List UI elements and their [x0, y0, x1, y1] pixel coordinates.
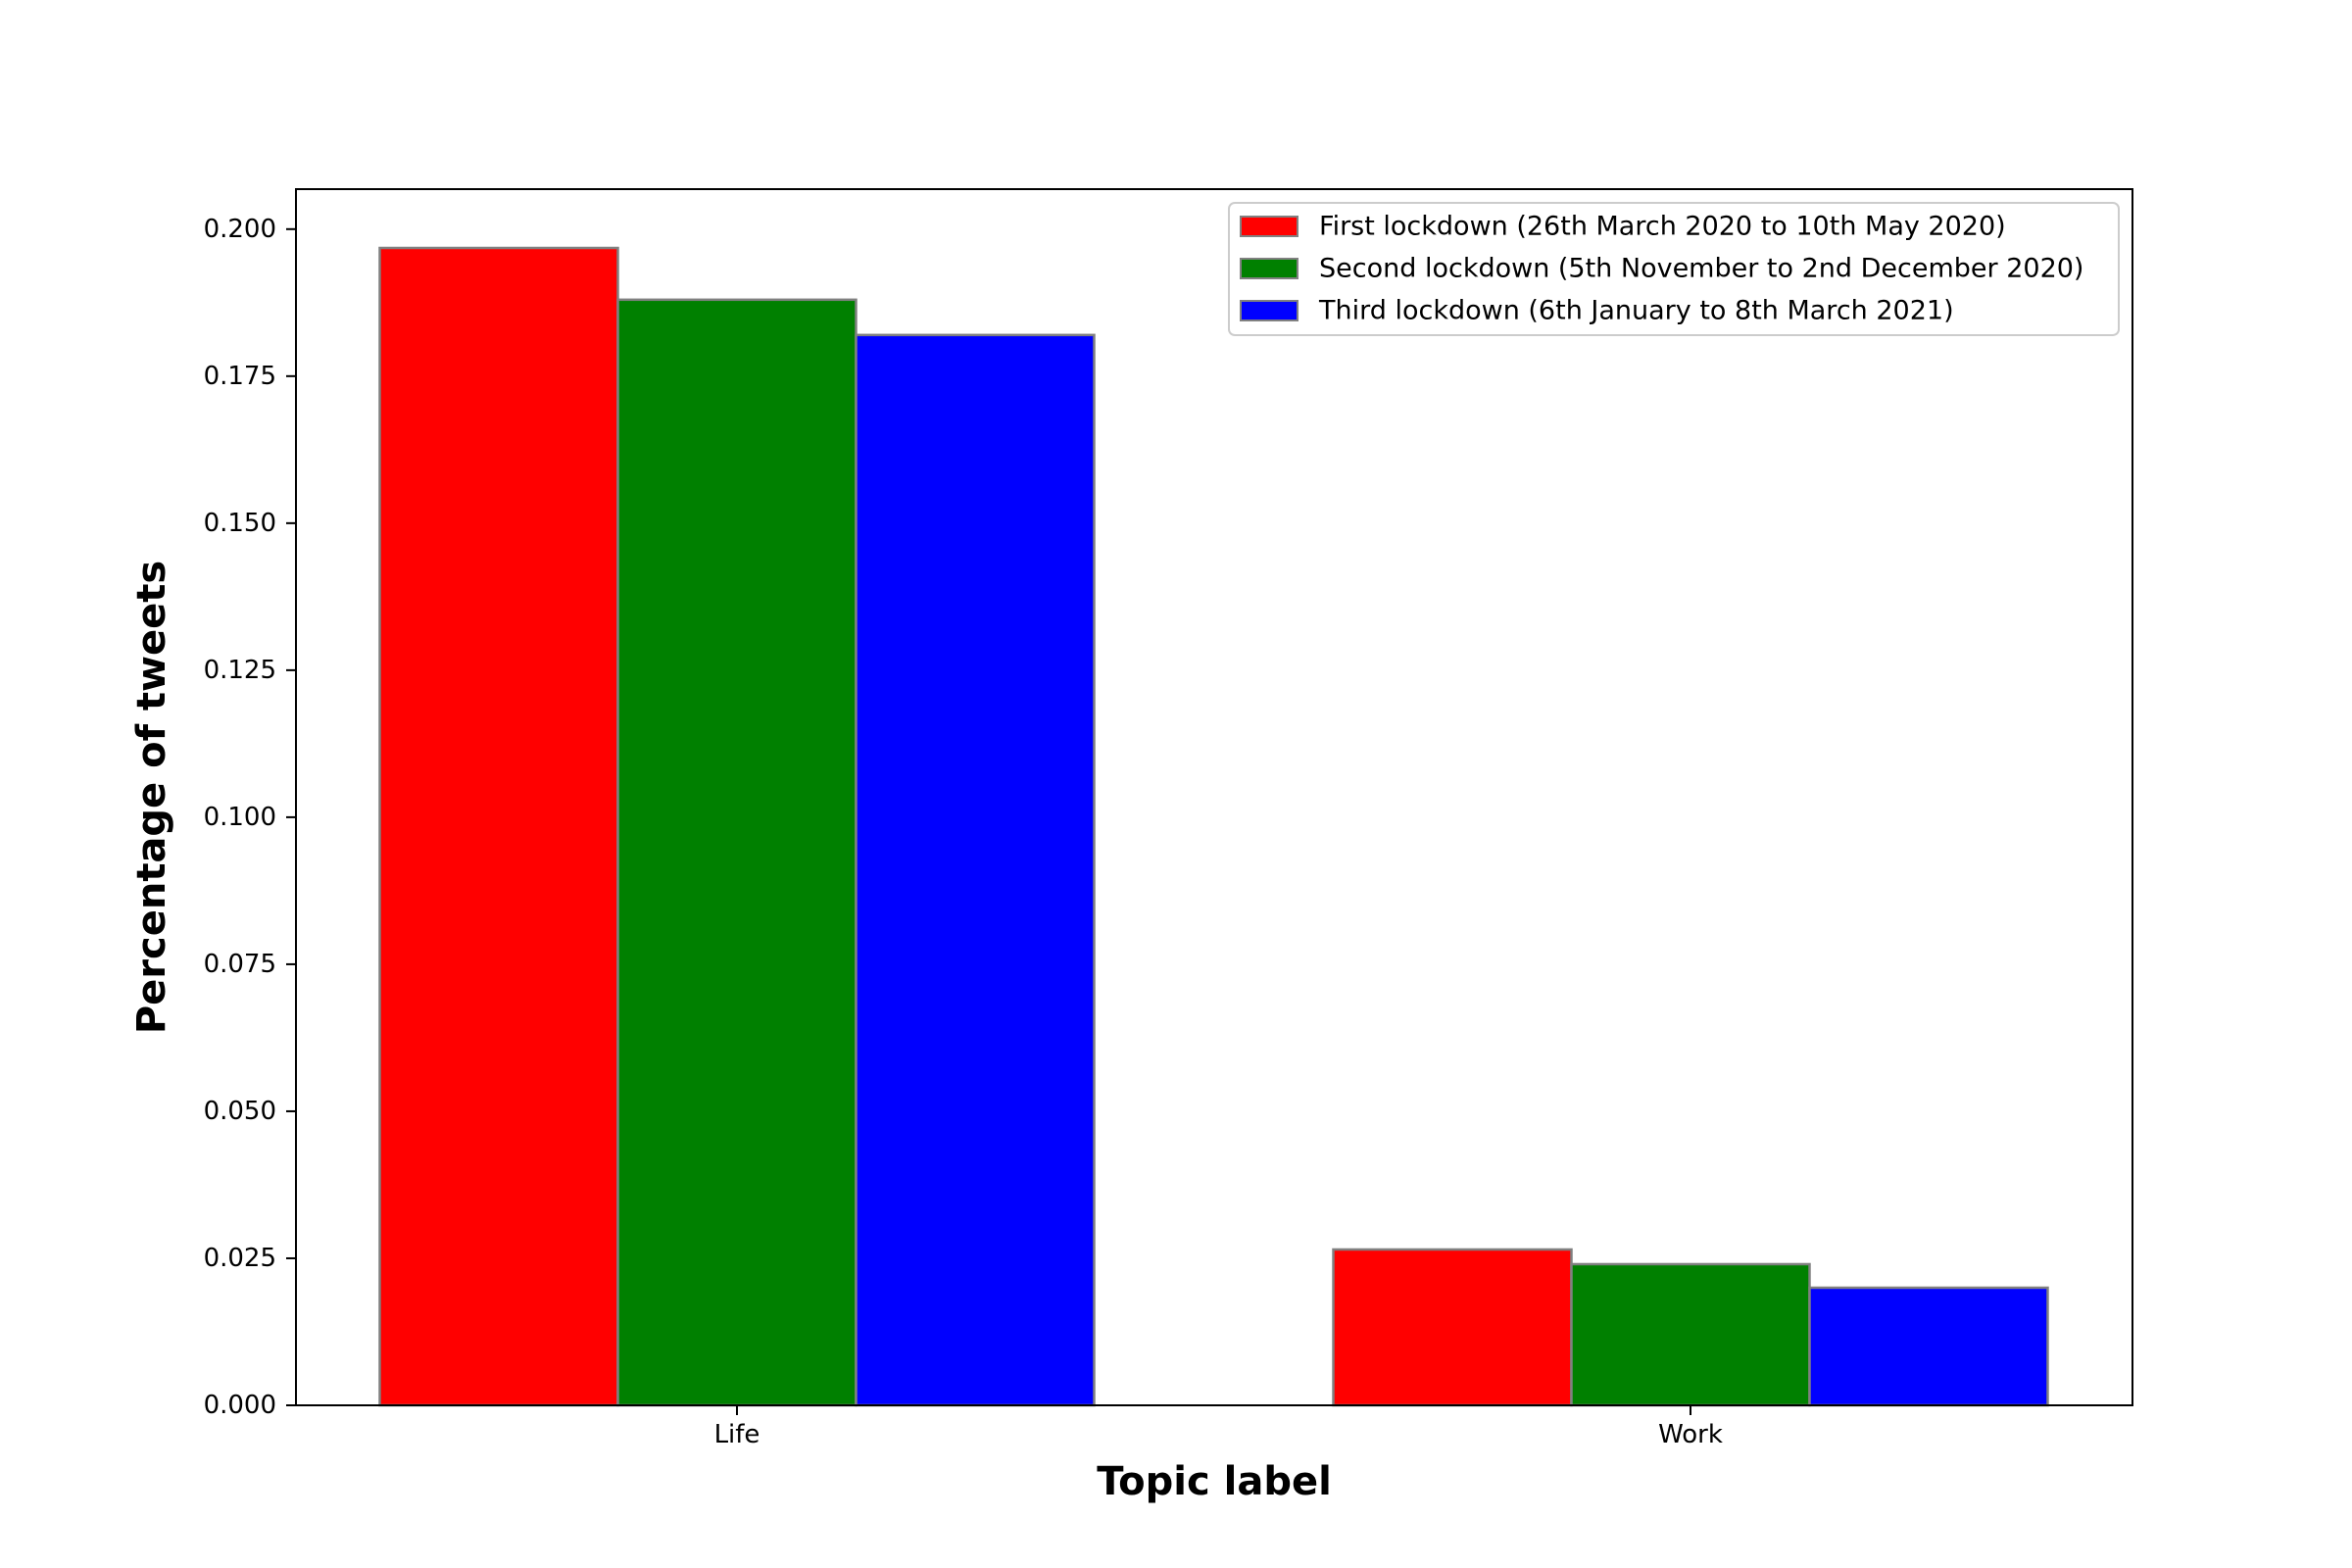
x-tick-label: Work [1658, 1420, 1723, 1449]
bar-work-series-3 [1808, 1286, 2049, 1407]
legend-label-series-2: Second lockdown (5th November to 2nd Dec… [1319, 254, 2083, 284]
bar-life-series-1 [378, 246, 619, 1407]
y-axis-title: Percentage of tweets [129, 561, 174, 1034]
y-tick-label: 0.200 [204, 215, 276, 244]
y-axis-ticks: 0.000 0.025 0.050 0.075 0.100 0.125 0.150 0.175… [204, 215, 296, 1420]
x-axis-ticks: Life Work [714, 1405, 1723, 1449]
bars-group [378, 246, 2049, 1407]
x-tick-label: Life [714, 1420, 760, 1449]
legend-swatch-series-2 [1240, 258, 1298, 279]
legend-label-series-1: First lockdown (26th March 2020 to 10th … [1319, 212, 2006, 242]
legend-label-series-3: Third lockdown (6th January to 8th March… [1318, 296, 1954, 326]
y-tick-label: 0.125 [204, 656, 276, 685]
y-tick-label: 0.000 [204, 1391, 276, 1420]
bar-work-series-1 [1332, 1248, 1573, 1407]
y-tick-label: 0.150 [204, 509, 276, 538]
legend: First lockdown (26th March 2020 to 10th … [1228, 202, 2120, 336]
y-tick-label: 0.075 [204, 950, 276, 979]
y-tick-label: 0.025 [204, 1244, 276, 1273]
legend-swatch-series-3 [1240, 300, 1298, 321]
bar-life-series-2 [616, 298, 858, 1407]
x-axis-title: Topic label [1097, 1459, 1332, 1504]
legend-swatch-series-1 [1240, 216, 1298, 237]
y-tick-label: 0.175 [204, 362, 276, 391]
plot-area-frame [295, 188, 2133, 1406]
y-tick-label: 0.100 [204, 803, 276, 832]
bar-work-series-2 [1570, 1262, 1811, 1407]
legend-box [1228, 202, 2120, 336]
bar-life-series-3 [855, 333, 1096, 1407]
y-tick-label: 0.050 [204, 1097, 276, 1126]
